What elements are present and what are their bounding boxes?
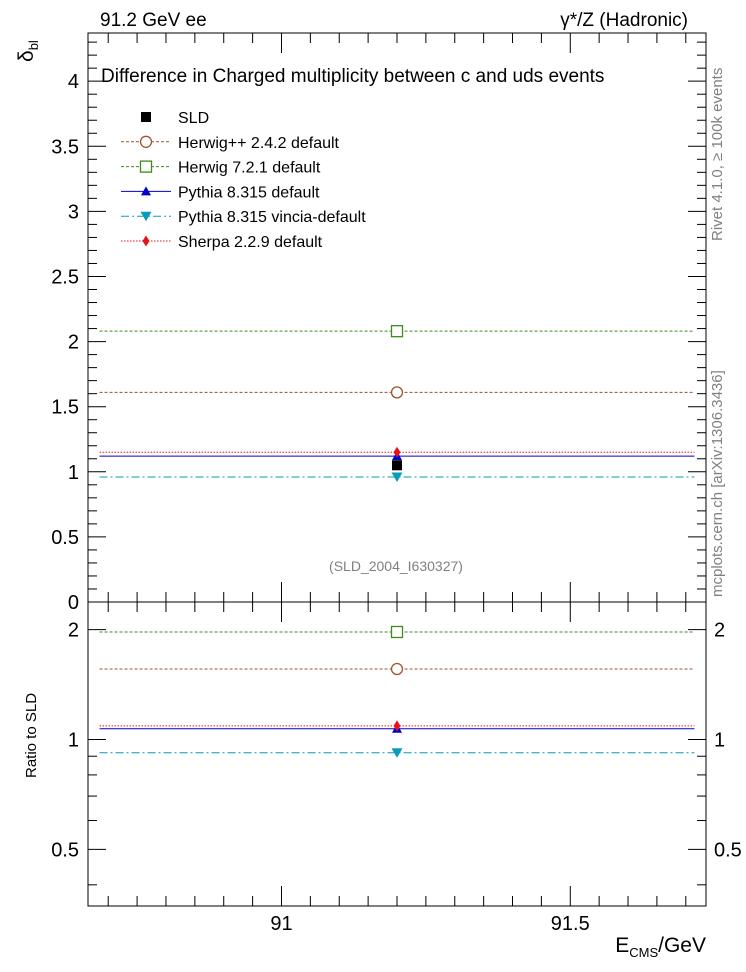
y-tick-label: 2.5: [51, 266, 79, 288]
mcplots-label: mcplots.cern.ch [arXiv:1306.3436]: [709, 370, 726, 597]
rivet-label: Rivet 4.1.0, ≥ 100k events: [709, 68, 726, 241]
y-tick-label: 1: [68, 462, 79, 484]
x-tick-label: 91: [270, 913, 292, 935]
legend-marker-3: [141, 186, 151, 196]
series-marker-4: [391, 472, 403, 483]
y-axis-label-sub: bl: [26, 40, 41, 50]
legend-label-3: Pythia 8.315 default: [178, 184, 320, 201]
legend-label-5: Sherpa 2.2.9 default: [178, 234, 323, 251]
ratio-y-tick-label: 2: [68, 620, 79, 642]
header-left: 91.2 GeV ee: [100, 10, 207, 31]
ratio-axis-label: Ratio to SLD: [23, 693, 40, 778]
ratio-y-tick-label: 0.5: [51, 839, 79, 861]
legend-label-0: SLD: [178, 110, 209, 127]
y-tick-label: 0: [68, 592, 79, 614]
y-tick-label: 2: [68, 332, 79, 354]
series-marker-1: [390, 386, 404, 399]
x-axis-label-main: E: [615, 934, 629, 957]
series-marker-2: [390, 325, 404, 338]
ratio-marker-2: [390, 625, 404, 639]
ratio-marker-4: [391, 748, 403, 758]
legend-label-2: Herwig 7.2.1 default: [178, 160, 321, 177]
analysis-label: (SLD_2004_I630327): [329, 558, 463, 574]
ratio-y-tick-label-right: 0.5: [714, 839, 742, 861]
chart-title: Difference in Charged multiplicity betwe…: [101, 66, 604, 87]
y-tick-labels: 0 0.5 1 1.5 2 2.5 3 3.5 4 0.5 0.5 1 1 2 2: [51, 71, 742, 861]
ratio-marker-1: [390, 662, 404, 676]
x-tick-labels: 91 91.5: [270, 913, 589, 935]
x-axis-label-sub: CMS: [629, 945, 658, 960]
y-tick-label: 3.5: [51, 136, 79, 158]
y-tick-label: 4: [68, 71, 79, 93]
legend-label-1: Herwig++ 2.4.2 default: [178, 135, 340, 152]
ratio-y-tick-label-right: 1: [714, 730, 725, 752]
y-tick-label: 1.5: [51, 397, 79, 419]
ratio-marker-5: [393, 720, 401, 732]
header-right: γ*/Z (Hadronic): [560, 10, 688, 31]
ratio-y-tick-label: 1: [68, 730, 79, 752]
y-tick-label: 0.5: [51, 527, 79, 549]
x-axis-label-unit: /GeV: [658, 934, 706, 957]
legend-marker-0: [141, 112, 151, 122]
series-marker-5: [393, 446, 401, 458]
legend-marker-2: [139, 160, 153, 173]
x-tick-label: 91.5: [551, 913, 590, 935]
y-axis-label: δbl: [15, 40, 41, 62]
ratio-y-tick-label-right: 2: [714, 620, 725, 642]
y-tick-label: 3: [68, 201, 79, 223]
y-axis-label-main: δ: [15, 50, 38, 62]
legend: SLD Herwig++ 2.4.2 default Herwig 7.2.1 de…: [121, 110, 366, 251]
legend-marker-5: [142, 235, 150, 247]
ratio-series: [99, 625, 695, 758]
legend-label-4: Pythia 8.315 vincia-default: [178, 209, 366, 226]
x-axis-label: ECMS/GeV: [615, 934, 706, 960]
sld-data-point: [392, 460, 402, 471]
legend-marker-4: [140, 211, 152, 222]
legend-marker-1: [139, 135, 153, 148]
main-series: [99, 325, 695, 483]
axis-ticks: [88, 33, 706, 906]
